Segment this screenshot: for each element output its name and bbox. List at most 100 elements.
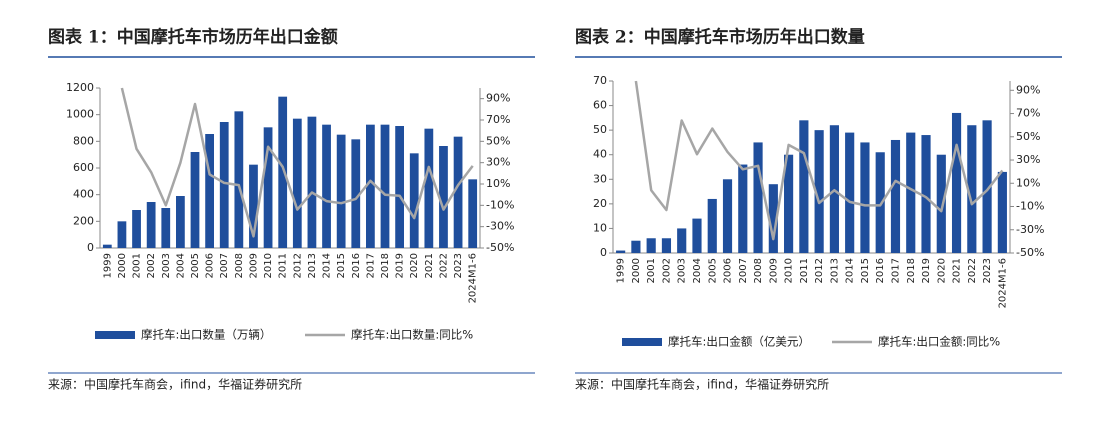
x-tick-label: 2017 bbox=[890, 258, 901, 283]
x-tick-label: 2001 bbox=[132, 253, 143, 278]
legend-swatch bbox=[622, 338, 662, 346]
x-tick-label: 2004 bbox=[175, 253, 186, 278]
x-tick-label: 2003 bbox=[161, 253, 172, 278]
bar bbox=[707, 198, 717, 253]
x-tick-label: 2012 bbox=[814, 258, 825, 283]
bar bbox=[936, 154, 946, 253]
y-tick-label: 70 bbox=[593, 74, 607, 87]
y2-tick-label: 70% bbox=[1016, 107, 1040, 120]
bar bbox=[661, 238, 672, 253]
x-tick-label: 2010 bbox=[784, 258, 795, 283]
x-tick-label: 2006 bbox=[723, 258, 734, 283]
y2-tick-label: -10% bbox=[486, 198, 514, 211]
line bbox=[634, 80, 1004, 241]
legend-label: 摩托车:出口数量（万辆） bbox=[141, 328, 271, 342]
y-tick-label: 1200 bbox=[66, 81, 94, 94]
x-tick-label: 2013 bbox=[307, 253, 318, 278]
bar bbox=[738, 164, 748, 253]
y-tick-label: 400 bbox=[73, 188, 94, 201]
bar bbox=[395, 126, 404, 248]
y-tick-label: 1000 bbox=[66, 108, 94, 121]
bar bbox=[906, 132, 916, 253]
y-tick-label: 10 bbox=[593, 221, 607, 234]
bar bbox=[982, 120, 992, 253]
x-tick-label: 2013 bbox=[829, 258, 840, 283]
y-tick-label: 0 bbox=[600, 246, 607, 259]
chart-title: 图表 2：中国摩托车市场历年出口数量 bbox=[575, 27, 865, 48]
bar bbox=[631, 240, 641, 253]
bar bbox=[967, 125, 977, 253]
x-tick-label: 2002 bbox=[661, 258, 672, 283]
x-tick-label: 1999 bbox=[102, 253, 113, 278]
legend-label: 摩托车:出口数量:同比% bbox=[351, 328, 473, 342]
bar bbox=[219, 122, 229, 248]
bar bbox=[249, 164, 258, 248]
y2-tick-label: -30% bbox=[486, 220, 514, 233]
y-tick-label: 40 bbox=[593, 148, 607, 161]
bar bbox=[146, 202, 156, 248]
y2-tick-label: -30% bbox=[1016, 223, 1044, 236]
bar bbox=[860, 142, 870, 253]
bar bbox=[677, 228, 687, 253]
bar bbox=[616, 250, 626, 253]
x-tick-label: 2019 bbox=[395, 253, 406, 278]
x-tick-label: 2024M1-6 bbox=[468, 253, 479, 303]
x-tick-label: 2022 bbox=[438, 253, 449, 278]
line bbox=[120, 87, 474, 238]
bar bbox=[692, 218, 702, 253]
bar bbox=[453, 136, 463, 248]
x-tick-label: 2000 bbox=[117, 253, 128, 278]
x-tick-label: 2019 bbox=[921, 258, 932, 283]
y2-tick-label: 30% bbox=[1016, 153, 1040, 166]
y-tick-label: 0 bbox=[87, 241, 94, 254]
x-tick-label: 2021 bbox=[952, 258, 963, 283]
bar bbox=[722, 179, 733, 253]
x-tick-label: 2018 bbox=[906, 258, 917, 283]
bar bbox=[307, 116, 317, 249]
bar bbox=[161, 208, 171, 248]
bar bbox=[336, 134, 346, 248]
bar bbox=[234, 111, 244, 248]
x-tick-label: 2020 bbox=[936, 258, 947, 283]
bar bbox=[132, 210, 141, 248]
y2-tick-label: 10% bbox=[486, 177, 510, 190]
x-tick-label: 2022 bbox=[967, 258, 978, 283]
bar bbox=[799, 120, 809, 253]
y2-tick-label: 50% bbox=[1016, 130, 1040, 143]
x-tick-label: 2018 bbox=[380, 253, 391, 278]
x-tick-label: 2012 bbox=[292, 253, 303, 278]
x-tick-label: 2004 bbox=[692, 258, 703, 283]
bar bbox=[351, 139, 361, 248]
x-tick-label: 2016 bbox=[351, 253, 362, 278]
bar bbox=[951, 112, 962, 253]
x-tick-label: 2020 bbox=[409, 253, 420, 278]
x-tick-label: 2024M1-6 bbox=[997, 258, 1008, 308]
x-tick-label: 2021 bbox=[424, 253, 435, 278]
x-tick-label: 2005 bbox=[707, 258, 718, 283]
x-tick-label: 2023 bbox=[453, 253, 464, 278]
y2-tick-label: 50% bbox=[486, 134, 510, 147]
bar bbox=[890, 139, 901, 253]
y2-tick-label: -10% bbox=[1016, 200, 1044, 213]
y-tick-label: 600 bbox=[73, 161, 94, 174]
bar bbox=[997, 171, 1007, 253]
bar bbox=[292, 118, 302, 249]
bar bbox=[753, 142, 763, 253]
bar bbox=[366, 124, 375, 248]
x-tick-label: 2023 bbox=[982, 258, 993, 283]
bar bbox=[921, 135, 931, 253]
x-tick-label: 2011 bbox=[799, 258, 810, 283]
bar bbox=[424, 128, 434, 248]
y-tick-label: 30 bbox=[593, 172, 607, 185]
y2-tick-label: -50% bbox=[486, 241, 514, 254]
x-tick-label: 2007 bbox=[738, 258, 749, 283]
legend-swatch bbox=[95, 331, 135, 339]
bar bbox=[409, 153, 419, 248]
bar bbox=[439, 146, 448, 248]
bar bbox=[468, 179, 478, 248]
x-tick-label: 2015 bbox=[860, 258, 871, 283]
source: 来源：中国摩托车商会，ifind，华福证券研究所 bbox=[575, 377, 829, 392]
bar bbox=[102, 244, 112, 248]
x-tick-label: 2011 bbox=[278, 253, 289, 278]
